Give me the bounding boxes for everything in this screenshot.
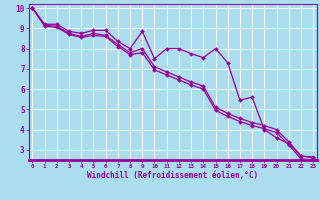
X-axis label: Windchill (Refroidissement éolien,°C): Windchill (Refroidissement éolien,°C) xyxy=(87,171,258,180)
